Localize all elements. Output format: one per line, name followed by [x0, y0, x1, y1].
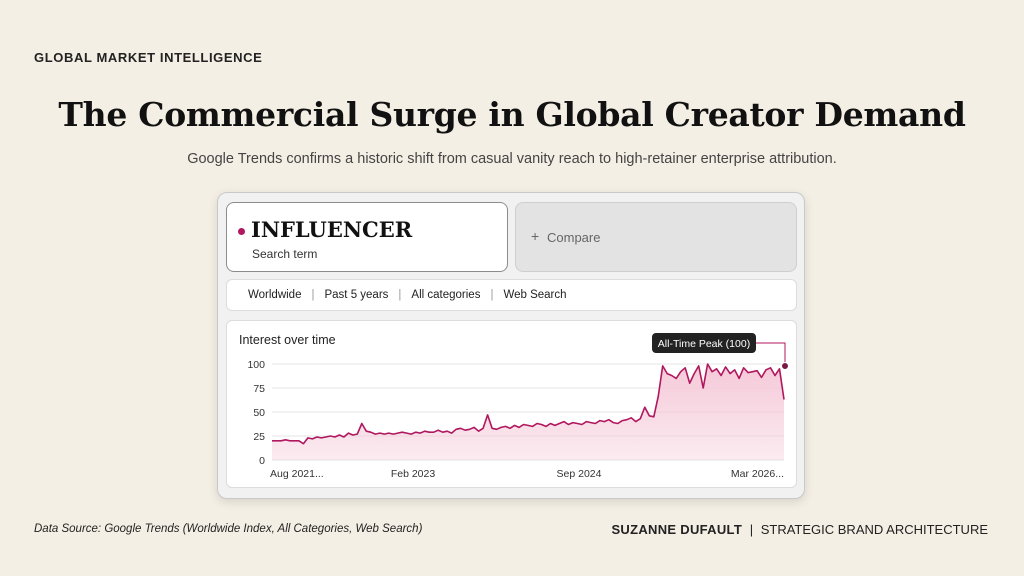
x-tick-label: Feb 2023	[391, 468, 436, 480]
y-tick-label: 50	[253, 407, 265, 419]
compare-button[interactable]: + Compare	[515, 202, 797, 272]
x-tick-label: Mar 2026...	[731, 468, 784, 480]
filter-separator: |	[311, 289, 315, 301]
y-tick-label: 25	[253, 431, 265, 443]
x-tick-label: Aug 2021...	[270, 468, 324, 480]
y-tick-label: 100	[247, 359, 265, 371]
search-term-name: INFLUENCER	[251, 217, 413, 242]
filter-region[interactable]: Worldwide	[248, 289, 302, 301]
series-color-dot	[238, 228, 245, 235]
slide-title: The Commercial Surge in Global Creator D…	[58, 95, 966, 134]
data-source-note: Data Source: Google Trends (Worldwide In…	[34, 523, 423, 535]
search-term-box[interactable]: INFLUENCER Search term	[226, 202, 508, 272]
y-tick-label: 75	[253, 383, 265, 395]
filter-separator: |	[490, 289, 494, 301]
plus-icon: +	[531, 228, 540, 244]
peak-tooltip	[652, 333, 756, 353]
series-line	[272, 363, 785, 445]
filter-category[interactable]: All categories	[411, 289, 481, 301]
peak-marker	[781, 362, 789, 370]
x-tick-label: Sep 2024	[557, 468, 602, 480]
author-name: SUZANNE DUFAULT	[611, 522, 743, 537]
filter-separator: |	[398, 289, 402, 301]
peak-tooltip-label: All-Time Peak (100)	[658, 338, 750, 350]
series-area	[272, 364, 784, 460]
trends-card: INFLUENCER Search term + Compare Worldwi…	[217, 192, 805, 499]
interest-line-chart: 0 25 50 75 100 Aug 2021... Feb 2023 Sep 2024 Mar…	[247, 333, 789, 480]
search-term-type: Search term	[252, 247, 318, 261]
chart-title: Interest over time	[239, 333, 336, 347]
compare-label: Compare	[547, 230, 601, 245]
filter-bar: Worldwide | Past 5 years | All categorie…	[226, 279, 797, 311]
author-org: STRATEGIC BRAND ARCHITECTURE	[760, 522, 988, 537]
filter-time-range[interactable]: Past 5 years	[324, 289, 389, 301]
author-credit: SUZANNE DUFAULT | STRATEGIC BRAND ARCHIT…	[611, 522, 988, 537]
slide-subtitle: Google Trends confirms a historic shift …	[187, 151, 837, 167]
credit-separator: |	[749, 522, 754, 537]
eyebrow-label: GLOBAL MARKET INTELLIGENCE	[34, 50, 263, 65]
interest-chart-panel: Interest over time 0 25 50 75 100 Aug 2021...…	[226, 320, 797, 488]
filter-search-type[interactable]: Web Search	[503, 289, 567, 301]
y-tick-label: 0	[259, 455, 265, 467]
